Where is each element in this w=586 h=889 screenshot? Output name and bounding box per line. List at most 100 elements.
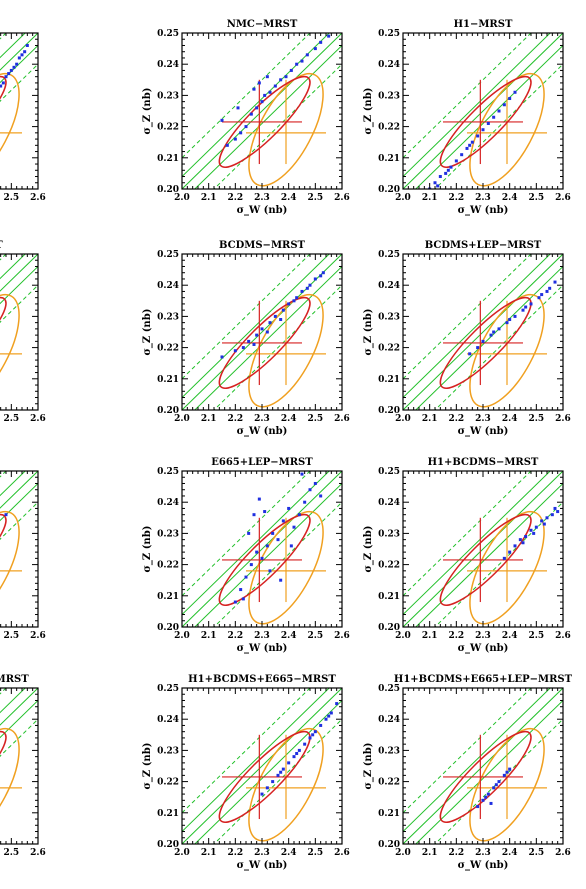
- diagonal-band-line: [403, 471, 563, 627]
- x-tick-label: 2.2: [448, 848, 464, 858]
- x-tick-label: 2.5: [3, 631, 19, 641]
- data-point: [518, 538, 522, 542]
- scatter-panel: 2.02.12.22.32.42.52.60.200.210.220.230.2…: [0, 32, 46, 203]
- red-ellipse: [439, 513, 532, 606]
- y-tick-label: 0.22: [157, 778, 179, 788]
- plot-area: [0, 471, 38, 625]
- data-point: [529, 528, 533, 532]
- x-tick-label: 2.0: [174, 414, 190, 424]
- data-point: [550, 513, 554, 517]
- data-point: [505, 770, 509, 774]
- panel-title: H1−MRST: [454, 19, 513, 30]
- x-axis-label: σ_W (nb): [237, 426, 288, 437]
- data-point: [300, 472, 304, 476]
- diagonal-band-line: [403, 471, 532, 597]
- data-point: [268, 569, 272, 573]
- x-tick-label: 2.5: [528, 414, 544, 424]
- panel-title: NMC−MRST: [227, 19, 298, 30]
- x-tick-label: 2.4: [502, 848, 518, 858]
- y-tick-label: 0.22: [378, 344, 400, 354]
- scatter-panel: 2.02.12.22.32.42.52.60.200.210.220.230.2…: [0, 470, 46, 641]
- diagonal-band-line: [182, 33, 330, 177]
- orange-ellipse: [248, 293, 324, 408]
- data-point: [220, 355, 224, 359]
- y-tick-label: 0.24: [378, 498, 400, 508]
- orange-ellipse: [469, 293, 545, 408]
- data-point: [508, 318, 512, 322]
- x-tick-label: 2.1: [422, 414, 438, 424]
- data-point: [481, 798, 485, 802]
- data-point: [433, 181, 437, 185]
- data-point: [542, 522, 546, 526]
- x-tick-label: 2.2: [227, 414, 243, 424]
- data-point: [241, 597, 245, 601]
- x-tick-label: 2.6: [30, 193, 46, 203]
- data-point: [537, 296, 541, 300]
- x-tick-label: 2.4: [502, 193, 518, 203]
- x-tick-label: 2.3: [475, 414, 491, 424]
- data-point: [263, 510, 267, 514]
- data-point: [247, 531, 251, 535]
- diagonal-band-line: [415, 266, 563, 410]
- data-point: [319, 723, 323, 727]
- data-point: [271, 531, 275, 535]
- red-ellipse: [0, 730, 7, 823]
- data-point: [465, 146, 469, 150]
- x-tick-label: 2.3: [475, 848, 491, 858]
- data-point: [502, 103, 506, 107]
- data-point: [7, 72, 11, 76]
- x-tick-label: 2.5: [307, 848, 323, 858]
- diagonal-band-line: [403, 688, 551, 832]
- y-tick-label: 0.22: [157, 123, 179, 133]
- plot-area: [403, 471, 563, 627]
- x-tick-label: 2.4: [281, 414, 297, 424]
- y-tick-label: 0.24: [157, 715, 179, 725]
- data-point: [553, 280, 557, 284]
- diagonal-band-line: [194, 700, 342, 844]
- data-point: [220, 118, 224, 122]
- orange-ellipse: [0, 510, 20, 625]
- data-point: [268, 321, 272, 325]
- x-tick-label: 2.5: [528, 848, 544, 858]
- data-point: [289, 68, 293, 72]
- y-tick-label: 0.20: [157, 623, 179, 633]
- data-point: [305, 286, 309, 290]
- x-tick-label: 2.3: [254, 631, 270, 641]
- red-ellipse: [218, 296, 311, 389]
- data-point: [252, 87, 256, 91]
- diagonal-band-line: [0, 254, 26, 280]
- data-point: [233, 349, 237, 353]
- data-point: [239, 588, 243, 592]
- data-point: [295, 296, 299, 300]
- diagonal-band-line: [0, 254, 38, 292]
- diagonal-band-line: [403, 688, 532, 814]
- data-point: [281, 767, 285, 771]
- x-tick-label: 2.2: [227, 631, 243, 641]
- data-point: [295, 752, 299, 756]
- x-axis-label: σ_W (nb): [237, 205, 288, 216]
- panel-title: BCDMS+LEP−MRST: [425, 240, 542, 251]
- data-point: [25, 43, 29, 47]
- y-tick-label: 0.21: [378, 375, 400, 385]
- y-tick-label: 0.21: [157, 592, 179, 602]
- x-tick-label: 2.2: [448, 631, 464, 641]
- data-point: [494, 783, 498, 787]
- y-tick-label: 0.22: [378, 561, 400, 571]
- data-point: [303, 742, 307, 746]
- diagonal-band-line: [403, 254, 563, 410]
- data-point: [529, 302, 533, 306]
- data-point: [436, 184, 440, 188]
- x-tick-label: 2.1: [201, 414, 217, 424]
- data-point: [255, 333, 259, 337]
- x-axis-label: σ_W (nb): [237, 643, 288, 654]
- plot-area: [0, 254, 38, 408]
- data-point: [313, 730, 317, 734]
- x-axis-label: σ_W (nb): [237, 860, 288, 871]
- data-point: [470, 140, 474, 144]
- data-point: [255, 550, 259, 554]
- x-axis-label: σ_W (nb): [458, 205, 509, 216]
- panel-title: H1+LEP−MRST: [0, 240, 3, 251]
